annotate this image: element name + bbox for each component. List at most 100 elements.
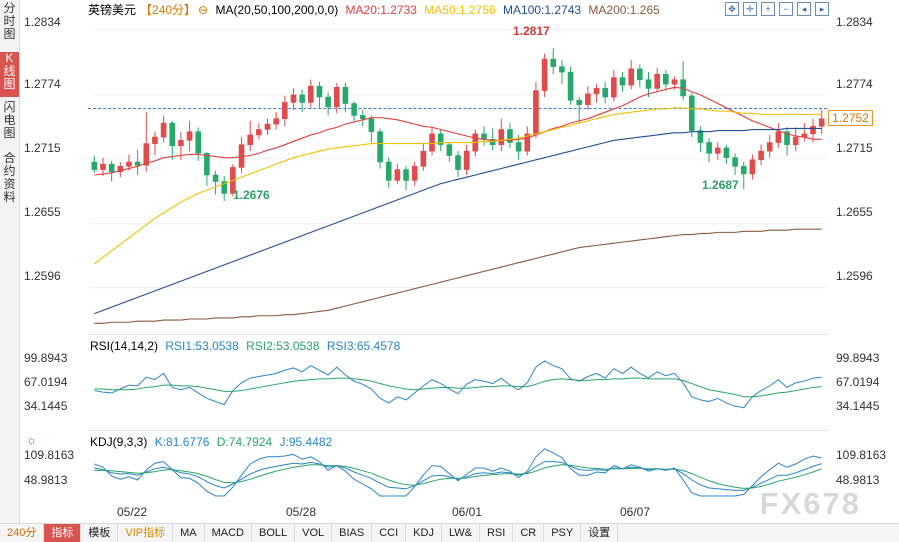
crosshair-icon[interactable]: ✛ xyxy=(743,2,757,16)
candle-body xyxy=(325,96,331,108)
candle-body xyxy=(818,118,825,127)
sidebar: 分时图 K线图 闪电图 合约资料 xyxy=(0,0,20,524)
candle-body xyxy=(420,150,427,167)
kdj-right-1: 109.8163 xyxy=(836,448,887,462)
tab-bias[interactable]: BIAS xyxy=(332,524,373,542)
candle-body xyxy=(576,99,583,105)
left-price-1: 1.2834 xyxy=(24,15,61,29)
zoom-in-icon[interactable]: + xyxy=(761,2,775,16)
rsi-title: RSI(14,14,2) RSI1:53.0538 RSI2:53.0538 R… xyxy=(90,339,400,353)
right-price-5: 1.2596 xyxy=(836,269,873,283)
tab-lw[interactable]: LW& xyxy=(442,524,480,542)
candle-body xyxy=(567,71,574,101)
candle-body xyxy=(498,129,505,145)
candle-body xyxy=(645,79,652,89)
candle-body xyxy=(437,133,444,145)
candle-body xyxy=(186,131,193,141)
symbol-name: 英镑美元 xyxy=(88,3,137,17)
kdj-title: KDJ(9,3,3) K:81.6776 D:74.7924 J:95.4482 xyxy=(90,435,332,449)
ma50-line xyxy=(93,107,822,265)
settings-icon[interactable]: ⊖ xyxy=(198,3,209,17)
sidebar-tab-flash[interactable]: 闪电图 xyxy=(3,100,16,140)
candle-body xyxy=(134,161,141,166)
right-price-2: 1.2774 xyxy=(836,77,873,91)
tab-vip-indicator[interactable]: VIP指标 xyxy=(118,524,174,542)
candle-body xyxy=(91,161,98,170)
tab-vol[interactable]: VOL xyxy=(295,524,333,542)
kdj-left-1: 109.8163 xyxy=(24,448,75,462)
candle-body xyxy=(628,68,634,86)
x-date-2: 05/28 xyxy=(286,505,317,519)
candle-body xyxy=(533,90,539,135)
rsi-right-1: 99.8943 xyxy=(836,351,880,365)
rsi-left-3: 34.1445 xyxy=(24,399,68,413)
left-price-2: 1.2774 xyxy=(24,77,61,91)
sidebar-tab-kline[interactable]: K线图 xyxy=(0,52,19,97)
candle-body xyxy=(307,85,314,103)
kdj-k-line xyxy=(94,461,822,491)
ma20-label: MA20:1.2733 xyxy=(345,3,417,17)
candle-body xyxy=(602,88,609,98)
candle-body xyxy=(446,144,453,156)
tab-ma[interactable]: MA xyxy=(173,524,205,542)
sidebar-tab-timeline[interactable]: 分时图 xyxy=(3,1,16,41)
sidebar-tab-contract-info[interactable]: 合约资料 xyxy=(3,151,16,204)
candle-body xyxy=(108,163,115,173)
candle-body xyxy=(204,153,210,176)
rsi2-line xyxy=(94,377,822,398)
candle-body xyxy=(455,155,461,170)
candle-body xyxy=(100,163,106,170)
move-icon[interactable]: ✥ xyxy=(725,2,739,16)
tab-boll[interactable]: BOLL xyxy=(252,524,296,542)
candle-body xyxy=(714,147,721,154)
tab-rsi[interactable]: RSI xyxy=(480,524,514,542)
tab-indicator[interactable]: 指标 xyxy=(44,524,82,542)
left-price-5: 1.2596 xyxy=(24,269,61,283)
candle-body xyxy=(282,102,288,119)
candle-body xyxy=(481,133,487,140)
kdj-right-2: 48.9813 xyxy=(836,473,880,487)
rsi-params: RSI(14,14,2) xyxy=(90,339,159,353)
indicator-icon[interactable]: ☼ xyxy=(26,433,37,447)
candle-body xyxy=(810,125,816,135)
tab-kdj[interactable]: KDJ xyxy=(406,524,442,542)
candle-body xyxy=(619,77,626,86)
candle-body xyxy=(784,131,790,145)
left-icon[interactable]: ◂ xyxy=(797,2,811,16)
candle-body xyxy=(152,136,158,144)
candle-body xyxy=(723,147,730,158)
candle-body xyxy=(178,140,184,147)
candle-body xyxy=(611,77,617,98)
candle-body xyxy=(593,88,600,95)
tab-macd[interactable]: MACD xyxy=(205,524,252,542)
rsi1-line xyxy=(94,360,822,409)
right-icon[interactable]: ▸ xyxy=(815,2,829,16)
tab-template[interactable]: 模板 xyxy=(81,524,119,542)
candle-body xyxy=(766,142,773,152)
left-price-4: 1.2655 xyxy=(24,205,61,219)
candle-body xyxy=(775,131,782,143)
tab-settings[interactable]: 设置 xyxy=(581,524,619,542)
kdj-k-value: K:81.6776 xyxy=(154,435,210,449)
candle-body xyxy=(559,66,565,73)
left-price-3: 1.2715 xyxy=(24,141,61,155)
candle-body xyxy=(585,93,591,105)
zoom-out-icon[interactable]: − xyxy=(779,2,793,16)
ma-label: MA(20,50,100,200,0,0) xyxy=(215,3,339,17)
candle-body xyxy=(749,159,756,175)
rsi-right-2: 67.0194 xyxy=(836,375,880,389)
rsi-right-3: 34.1445 xyxy=(836,399,880,413)
tab-cr[interactable]: CR xyxy=(513,524,545,542)
period-selector[interactable]: 240分 xyxy=(0,524,45,542)
candle-body xyxy=(195,131,202,154)
candle-body xyxy=(697,130,704,143)
rsi-left-1: 99.8943 xyxy=(24,351,68,365)
tab-cci[interactable]: CCI xyxy=(372,524,407,542)
candle-body xyxy=(256,129,262,136)
current-price-tag: 1.2752 xyxy=(828,110,873,126)
low-annotation-2: 1.2687 xyxy=(702,178,739,192)
candle-body xyxy=(342,86,349,104)
tab-psy[interactable]: PSY xyxy=(544,524,582,542)
candle-body xyxy=(299,94,305,103)
period-label[interactable]: 【240分】 xyxy=(140,3,197,17)
